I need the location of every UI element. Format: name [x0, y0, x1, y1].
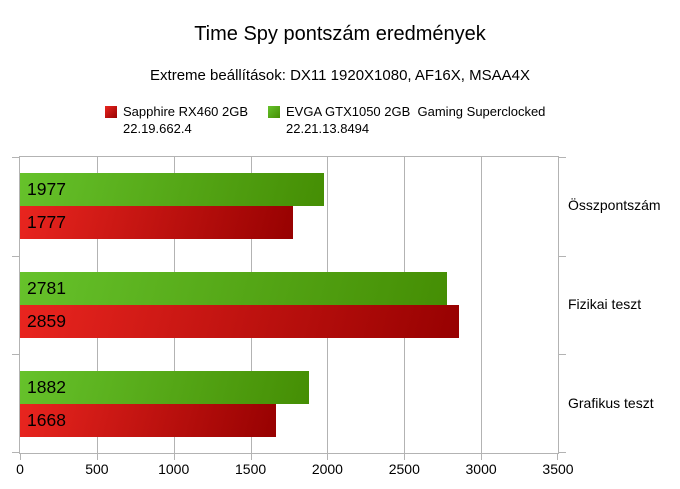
- y-axis-tick-right: [559, 157, 566, 158]
- y-axis-tick-left: [12, 354, 19, 355]
- x-axis-tick: [327, 453, 328, 460]
- category-label: Összpontszám: [568, 197, 661, 214]
- bar-value-label: 1668: [27, 409, 66, 430]
- x-axis-tick: [97, 453, 98, 460]
- x-axis-tick: [174, 453, 175, 460]
- legend-swatch: [105, 106, 117, 118]
- y-axis-tick-left: [12, 157, 19, 158]
- bar: 1882: [20, 370, 309, 404]
- x-axis-tick: [251, 453, 252, 460]
- bar: 1777: [20, 206, 293, 240]
- x-tick-label: 500: [85, 461, 109, 477]
- bar: 2781: [20, 272, 447, 305]
- chart-title: Time Spy pontszám eredmények: [194, 23, 486, 45]
- bar-value-label: 1777: [27, 212, 66, 233]
- x-tick-label: 3500: [542, 461, 574, 477]
- legend-label: EVGA GTX1050 2GB Gaming Superclocked 22.…: [286, 104, 546, 136]
- bar: 2859: [20, 305, 459, 338]
- y-axis-tick-left: [12, 256, 19, 257]
- x-tick-label: 0: [16, 461, 24, 477]
- bar-value-label: 1977: [27, 179, 66, 200]
- y-axis-tick-right: [559, 354, 566, 355]
- legend-item: Sapphire RX460 2GB 22.19.662.4: [105, 103, 248, 137]
- x-tick-label: 1000: [158, 461, 190, 477]
- bar-value-label: 1882: [27, 376, 66, 397]
- x-tick-label: 1500: [235, 461, 267, 477]
- x-tick-label: 2500: [388, 461, 420, 477]
- legend-swatch: [268, 106, 280, 118]
- x-axis-tick: [481, 453, 482, 460]
- bar: 1668: [20, 403, 276, 437]
- chart-subtitle: Extreme beállítások: DX11 1920X1080, AF1…: [150, 67, 530, 84]
- bar-value-label: 2781: [27, 278, 66, 299]
- legend-item: EVGA GTX1050 2GB Gaming Superclocked 22.…: [268, 103, 545, 137]
- category-label: Fizikai teszt: [568, 296, 642, 312]
- y-axis-tick-left: [12, 452, 19, 453]
- gridline: [481, 157, 482, 453]
- plot-area: 1977 1777 2781 2859 1882 1668: [12, 156, 566, 460]
- legend-label: Sapphire RX460 2GB 22.19.662.4: [123, 104, 249, 136]
- x-axis-tick: [20, 453, 21, 460]
- x-axis-tick: [404, 453, 405, 460]
- x-tick-label: 2000: [311, 461, 343, 477]
- x-axis-tick: [557, 453, 558, 460]
- y-axis-tick-right: [559, 452, 566, 453]
- bar: 1977: [20, 173, 324, 207]
- y-axis-tick-right: [559, 256, 566, 257]
- bar-value-label: 2859: [27, 311, 66, 331]
- x-tick-label: 3000: [465, 461, 497, 477]
- category-label: Grafikus teszt: [568, 394, 654, 411]
